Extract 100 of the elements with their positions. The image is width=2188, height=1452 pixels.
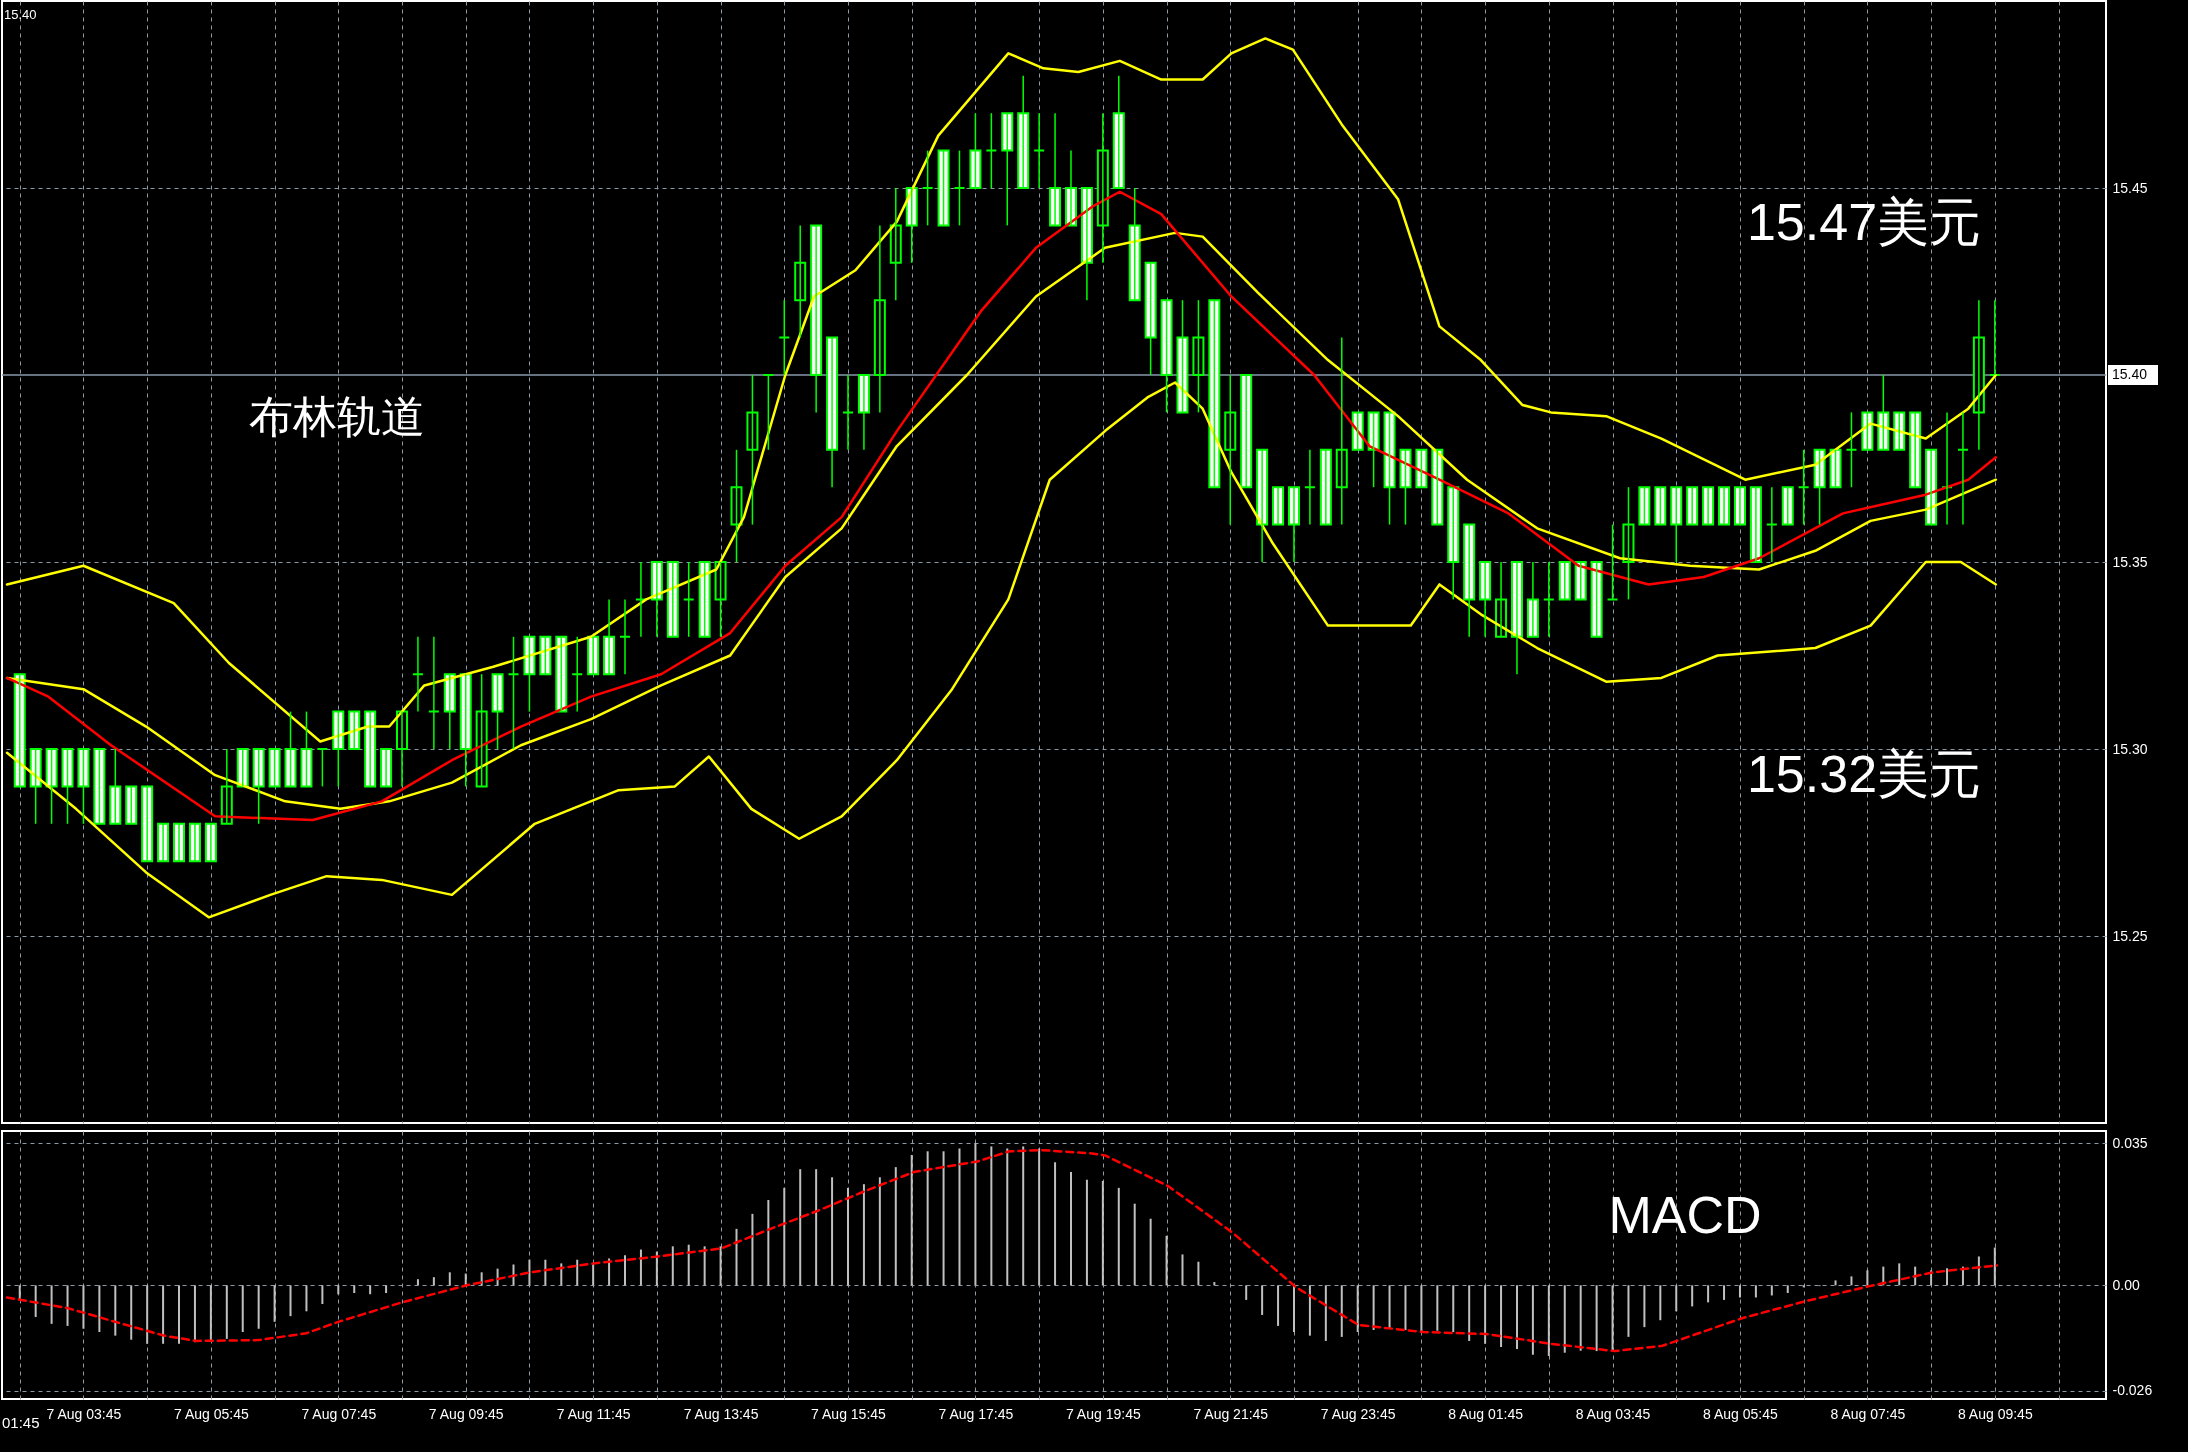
candlestick — [125, 785, 138, 825]
bar — [974, 1143, 977, 1286]
bar — [1611, 1285, 1614, 1351]
candlestick — [1654, 486, 1667, 526]
bar — [831, 1177, 834, 1286]
bar — [815, 1169, 818, 1286]
bar — [624, 1255, 627, 1286]
bar — [1197, 1261, 1200, 1286]
bar — [1850, 1276, 1853, 1286]
x-tick-label: 7 Aug 11:45 — [556, 1405, 631, 1422]
bar — [655, 1251, 658, 1286]
bar — [862, 1184, 865, 1286]
candlestick — [1797, 449, 1810, 526]
bar — [1117, 1187, 1120, 1286]
candlestick — [571, 636, 584, 713]
candlestick — [45, 748, 58, 825]
bar — [1006, 1148, 1009, 1286]
y-tick-label: 15.45 — [2112, 179, 2148, 196]
bar — [385, 1285, 388, 1294]
bar — [480, 1272, 483, 1286]
bar — [1675, 1285, 1678, 1312]
bar — [735, 1228, 738, 1286]
candlestick — [157, 822, 170, 863]
bar — [783, 1187, 786, 1286]
candlestick — [778, 299, 791, 376]
candlestick — [1670, 486, 1683, 563]
bar — [130, 1285, 133, 1340]
text: 01:45 — [2, 1414, 40, 1431]
bar — [1898, 1263, 1901, 1286]
annotation: 15.40 — [4, 7, 37, 22]
candlestick — [746, 374, 759, 526]
candlestick — [459, 673, 472, 788]
bar — [321, 1285, 324, 1304]
bar — [576, 1259, 579, 1286]
bar — [1531, 1285, 1534, 1355]
bar — [1866, 1270, 1869, 1286]
bar — [225, 1285, 228, 1339]
candlestick — [348, 710, 361, 750]
bar — [767, 1200, 770, 1286]
x-tick-label: 8 Aug 07:45 — [1830, 1405, 1906, 1422]
bar — [1563, 1285, 1566, 1353]
bar — [416, 1279, 419, 1286]
y-tick-label: 15.35 — [2112, 553, 2148, 570]
x-tick-label: 8 Aug 05:45 — [1703, 1405, 1779, 1422]
candlestick — [284, 710, 297, 788]
candlestick — [969, 112, 982, 189]
bar — [146, 1285, 149, 1344]
bar — [1069, 1172, 1072, 1286]
bar — [273, 1285, 276, 1322]
bar — [34, 1285, 37, 1317]
bar — [337, 1285, 340, 1295]
candlestick — [698, 561, 711, 638]
candlestick — [109, 748, 122, 825]
bar — [926, 1151, 929, 1286]
candlestick — [1956, 411, 1969, 526]
candlestick — [1765, 486, 1778, 563]
bar — [1085, 1179, 1088, 1286]
candlestick — [77, 748, 90, 825]
y-tick-label: 15.25 — [2112, 927, 2148, 944]
x-tick-label: 7 Aug 17:45 — [938, 1405, 1014, 1422]
bar — [671, 1246, 674, 1286]
bar — [82, 1285, 85, 1329]
bar — [209, 1285, 212, 1341]
bar — [703, 1246, 706, 1286]
bar — [1643, 1285, 1646, 1328]
bar — [1133, 1203, 1136, 1286]
bar — [1388, 1285, 1391, 1329]
bar — [1579, 1285, 1582, 1351]
bar — [751, 1213, 754, 1286]
y-tick-label: -0.026 — [2112, 1382, 2153, 1399]
candlestick — [730, 449, 743, 563]
bar — [719, 1246, 722, 1286]
bar — [257, 1285, 260, 1329]
candlestick — [1909, 411, 1922, 489]
bar — [1308, 1285, 1311, 1336]
x-tick-label: 8 Aug 03:45 — [1575, 1405, 1651, 1422]
candlestick — [842, 374, 854, 451]
candlestick — [1144, 261, 1157, 376]
candlestick — [1224, 374, 1237, 526]
bar — [98, 1285, 101, 1332]
bar — [1245, 1285, 1248, 1300]
bar — [1627, 1285, 1630, 1337]
candlestick — [1925, 448, 1938, 526]
bar — [1723, 1285, 1726, 1300]
candlestick — [268, 748, 281, 788]
candlestick — [173, 822, 186, 863]
bar — [353, 1285, 356, 1294]
bar — [1101, 1180, 1104, 1286]
bar — [1022, 1146, 1025, 1286]
bar — [687, 1244, 690, 1286]
candlestick — [682, 561, 695, 638]
annotation: 15.32美元 — [1746, 745, 1982, 803]
candlestick — [188, 822, 201, 863]
ref-line-label: 15.40 — [2112, 366, 2148, 382]
bar — [178, 1285, 181, 1344]
bar — [305, 1285, 308, 1312]
candlestick — [252, 748, 265, 825]
bar — [369, 1285, 372, 1295]
bar — [1691, 1285, 1694, 1307]
candlestick — [1001, 112, 1014, 227]
